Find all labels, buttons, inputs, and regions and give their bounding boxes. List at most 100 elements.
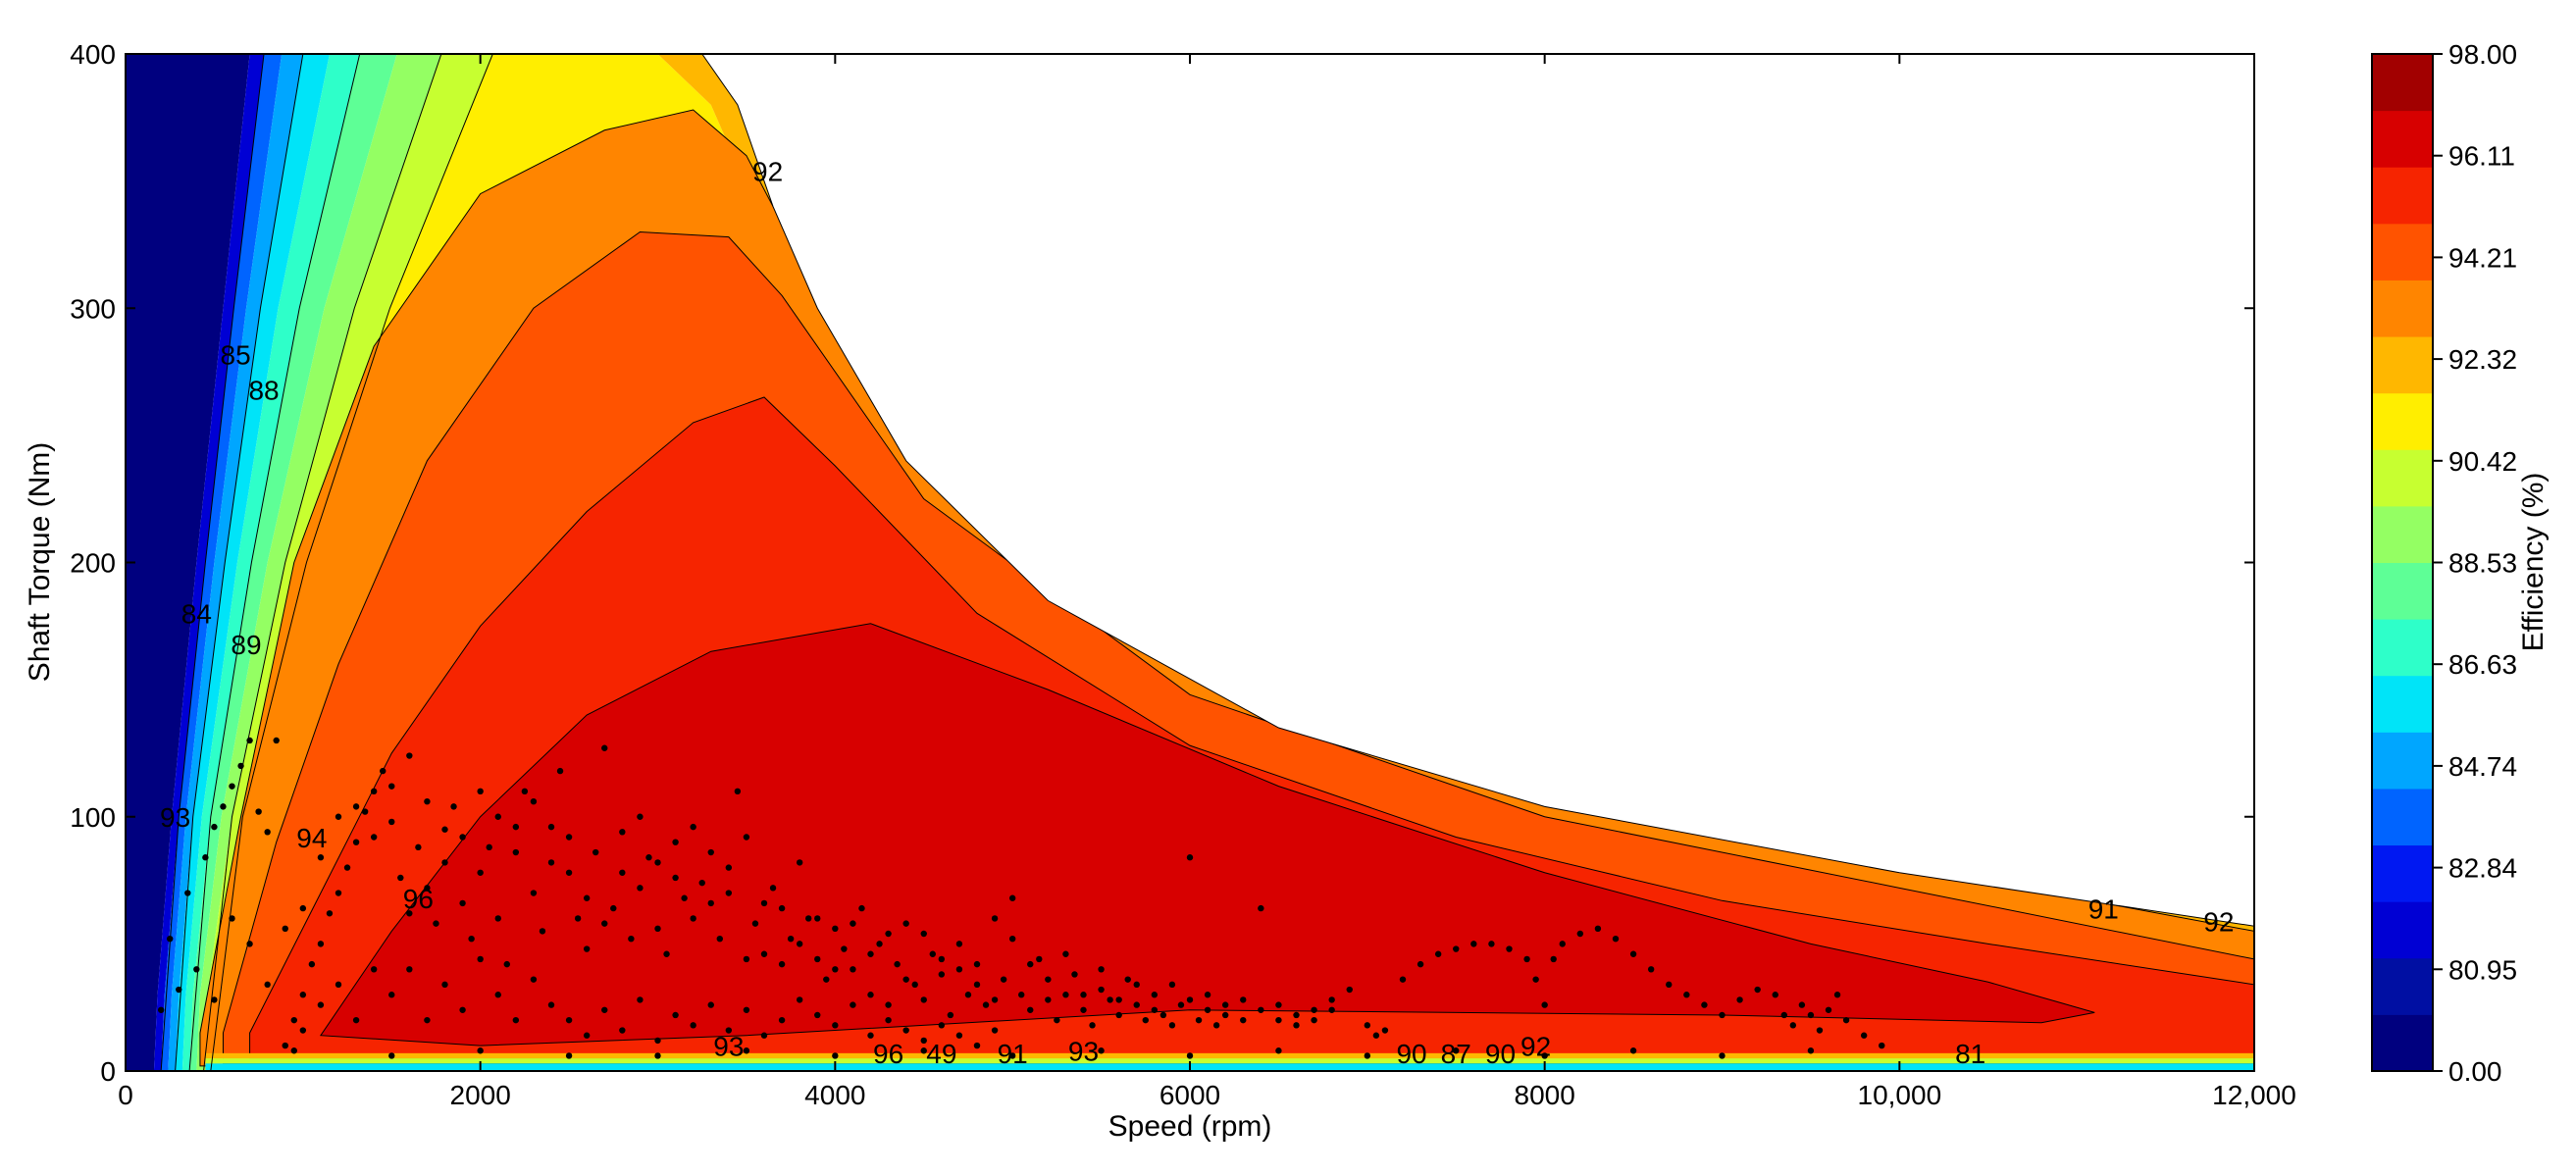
operating-point [619,829,626,836]
operating-point [1293,1011,1300,1019]
operating-point [991,915,999,922]
contour-label: 92 [2203,906,2234,937]
operating-point [343,864,351,871]
operating-point [565,869,573,876]
operating-point [1417,960,1424,968]
operating-point [547,823,555,831]
operating-point [361,808,369,815]
contour-label: 87 [1441,1039,1471,1069]
operating-point [955,966,963,973]
operating-point [947,1011,954,1019]
operating-point [725,1027,733,1034]
operating-point [955,1032,963,1039]
operating-point [1275,1016,1282,1024]
operating-point [1212,1022,1220,1029]
operating-point [477,955,484,963]
operating-point [610,904,617,912]
operating-point [1532,976,1539,983]
operating-point [1107,996,1113,1003]
operating-point [1098,986,1105,994]
colorbar-tick-label: 96.11 [2448,141,2515,172]
operating-point [290,1047,297,1054]
contour-label: 92 [752,157,783,187]
contour-label: 90 [1396,1039,1426,1069]
operating-point [512,823,520,831]
operating-point [1195,1016,1203,1024]
operating-point [1399,976,1407,983]
operating-point [1381,1027,1389,1034]
operating-point [832,1022,839,1029]
operating-point [167,935,174,943]
operating-point [512,848,520,856]
operating-point [574,915,582,922]
colorbar-band [2372,392,2433,450]
operating-point [663,950,670,957]
operating-point [938,1022,946,1029]
x-axis-title: Speed (rpm) [1108,1110,1272,1143]
operating-point [902,1027,909,1034]
operating-point [459,834,466,841]
operating-point [654,1037,661,1045]
operating-point [1470,941,1477,947]
operating-point [743,955,750,963]
colorbar-tick-label: 80.95 [2448,954,2517,985]
colorbar-band [2372,844,2433,902]
operating-point [814,955,821,963]
colorbar-band [2372,280,2433,337]
operating-point [1372,1032,1380,1039]
operating-point [681,894,688,901]
operating-point [707,848,714,856]
operating-point [424,797,431,805]
operating-point [459,1006,466,1013]
operating-point [778,960,786,968]
contour-label: 85 [221,339,251,370]
operating-point [1488,941,1495,947]
operating-point [1008,894,1016,901]
operating-point [707,899,714,907]
operating-point [991,996,999,1003]
operating-point [539,928,546,935]
operating-point [1045,976,1052,983]
operating-point [530,797,538,805]
operating-point [450,803,457,810]
operating-point [1879,1042,1885,1049]
operating-point [1701,1001,1708,1008]
colorbar-tick-label: 88.53 [2448,548,2517,579]
operating-point [1576,930,1584,938]
operating-point [1311,1006,1317,1013]
colorbar-band [2372,901,2433,959]
operating-point [477,788,484,795]
operating-point [583,894,591,901]
operating-point [1177,1001,1185,1008]
operating-point [885,1001,892,1008]
contour-band-0 [126,54,250,1071]
infeasible-region [657,54,2254,927]
y-tick-label: 100 [70,802,116,833]
low-torque-band-1 [205,1058,2254,1064]
operating-point [1541,1052,1548,1059]
operating-point [1186,1052,1194,1059]
operating-point [1541,1001,1548,1008]
operating-point [902,976,909,983]
operating-point [1816,1027,1824,1034]
colorbar-band [2372,1014,2433,1072]
operating-point [468,935,475,943]
operating-point [335,813,342,820]
operating-point [973,981,981,989]
operating-point [1089,1022,1096,1029]
operating-point [823,976,830,983]
operating-point [1453,945,1460,952]
operating-point [1328,996,1335,1003]
operating-point [1550,955,1557,963]
colorbar-title: Efficiency (%) [2517,473,2550,652]
operating-point [1008,935,1016,943]
operating-point [317,854,325,861]
operating-point [955,941,963,947]
operating-point [637,813,644,820]
colorbar-tick-label: 90.42 [2448,446,2517,477]
operating-point [415,843,422,851]
operating-point [601,744,608,751]
operating-point [406,752,413,759]
